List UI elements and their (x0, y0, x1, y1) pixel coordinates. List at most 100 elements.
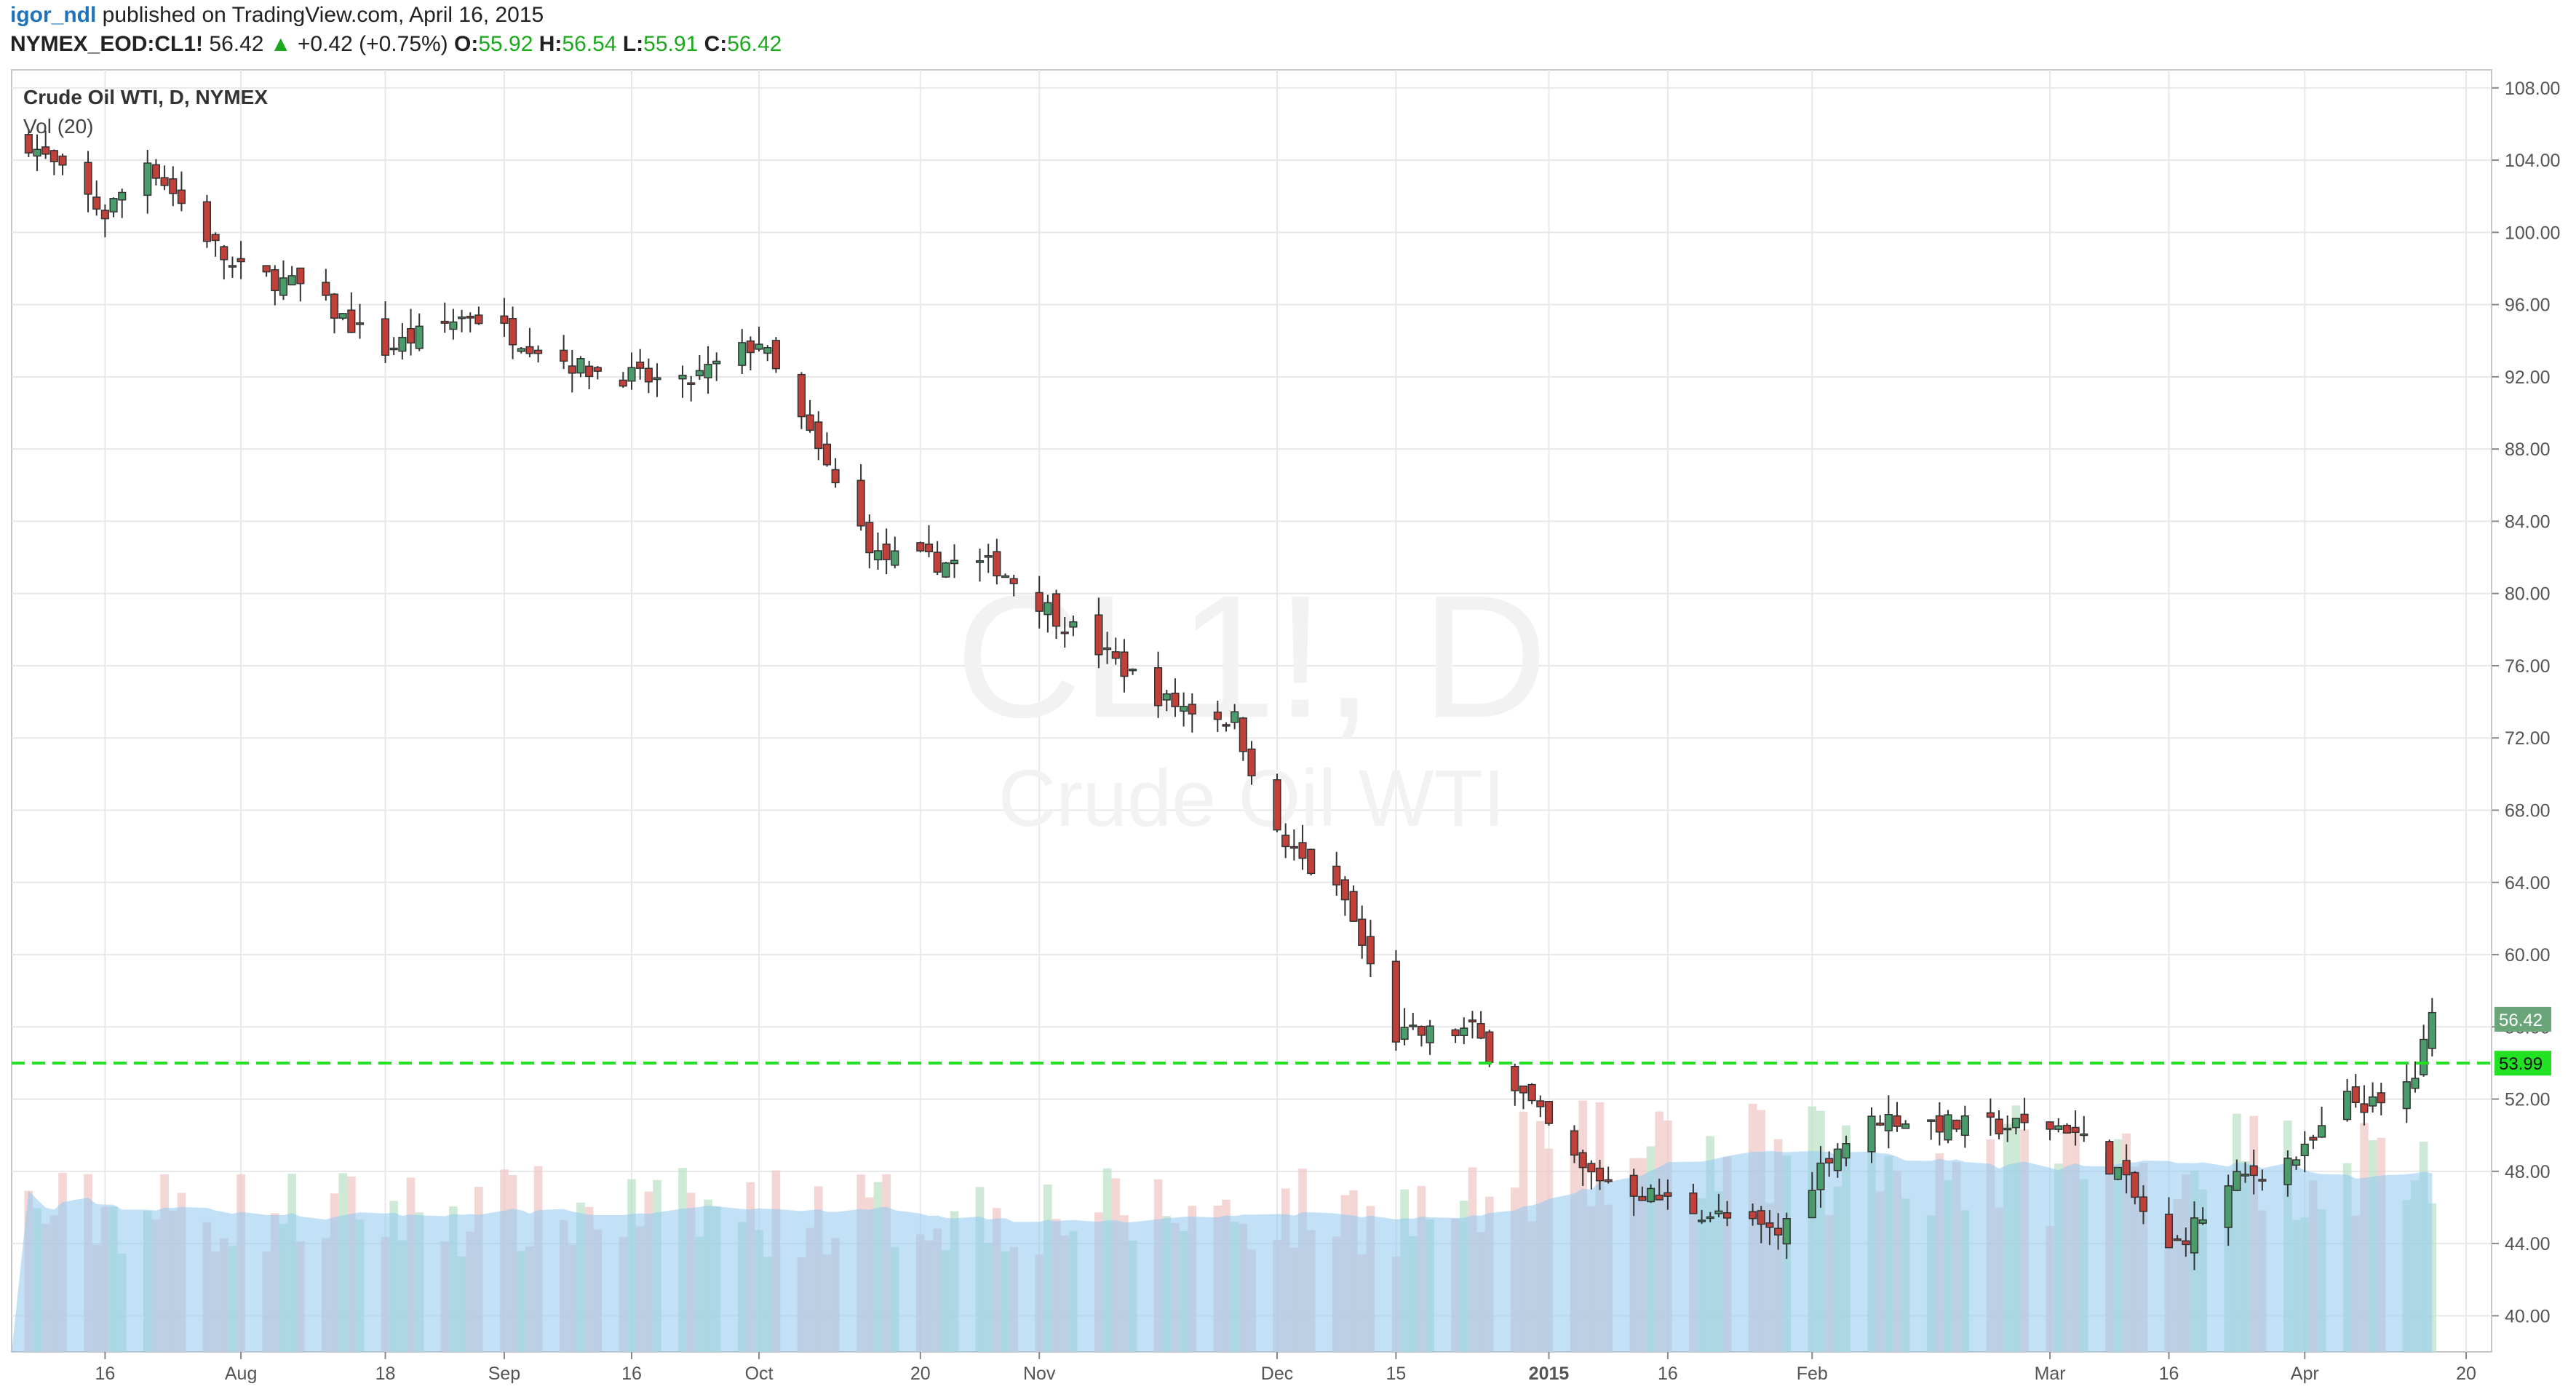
x-tick-label: Mar (2035, 1364, 2066, 1384)
candle-body (1646, 1187, 1655, 1203)
y-tick-label: 72.00 (2505, 728, 2551, 749)
watermark-symbol: CL1!, D (955, 559, 1548, 754)
candle-body (814, 421, 823, 450)
candle-body (415, 325, 424, 349)
candle-body (916, 542, 925, 552)
candle-body (202, 201, 212, 242)
candle-body (865, 522, 874, 554)
candle-body (2241, 1174, 2250, 1177)
candle-body (738, 342, 747, 366)
candle-body (2071, 1126, 2080, 1134)
candle-body (619, 379, 627, 387)
candle-body (109, 198, 118, 212)
candle-body (1604, 1179, 1613, 1182)
candle-body (2113, 1166, 2123, 1180)
candle-body (1655, 1194, 1663, 1201)
candle-body (1239, 717, 1247, 752)
candle-body (271, 268, 279, 292)
candle-body (1162, 693, 1171, 701)
candle-body (347, 309, 356, 333)
symbol-ohlc-bar: NYMEX_EOD:CL1! 56.42 ▲ +0.42 (+0.75%) O:… (10, 32, 782, 64)
candle-body (177, 189, 186, 204)
candle-body (2131, 1171, 2139, 1198)
candle-body (1698, 1219, 1706, 1222)
y-tick-label: 40.00 (2505, 1306, 2551, 1326)
candle-body (2224, 1185, 2233, 1228)
candle-body (1154, 667, 1163, 707)
candle-body (942, 562, 950, 578)
candle-body (636, 362, 645, 369)
candle-body (1035, 592, 1043, 612)
candle-body (1103, 647, 1112, 650)
candle-body (653, 377, 661, 381)
candle-body (228, 265, 237, 268)
candle-body (1935, 1115, 1944, 1133)
indicator-name[interactable]: Vol (20) (23, 115, 94, 138)
watermark: CL1!, D Crude Oil WTI (955, 559, 1548, 843)
candle-body (1340, 879, 1349, 901)
y-tick-label: 100.00 (2505, 223, 2560, 243)
x-tick-label: Dec (1261, 1364, 1293, 1384)
candle-body (500, 315, 509, 325)
candle-body (211, 234, 220, 242)
candle-body (100, 210, 109, 220)
price-axis[interactable]: 108.00 104.00 100.00 96.00 92.00 88.00 84.00 80… (2492, 79, 2560, 1327)
x-tick-label: Aug (225, 1364, 257, 1384)
candle-body (2105, 1141, 2114, 1175)
candle-body (2411, 1078, 2420, 1089)
candle-body (576, 358, 585, 374)
time-axis[interactable]: 16 Aug 18 Sep 16 Oct 20 Nov Dec 15 2015 16 Feb Mar 16 A… (95, 1352, 2476, 1384)
candle-body (2377, 1092, 2385, 1104)
candle-body (2198, 1219, 2207, 1224)
candle-body (1536, 1100, 1545, 1107)
candle-body (585, 365, 594, 378)
y-tick-label: 48.00 (2505, 1162, 2551, 1182)
candle-body (2046, 1121, 2054, 1130)
x-tick-label: 20 (910, 1364, 931, 1384)
chart-legend: Crude Oil WTI, D, NYMEX Vol (20) (23, 83, 268, 141)
candle-body (873, 550, 883, 561)
candle-body (1757, 1210, 1765, 1225)
candle-body (1129, 668, 1137, 672)
candle-body (1944, 1114, 1952, 1141)
candle-body (322, 282, 330, 296)
last-price-tag-text: 56.42 (2499, 1011, 2543, 1030)
y-tick-label: 44.00 (2505, 1234, 2551, 1254)
candle-body (1689, 1192, 1698, 1214)
y-tick-label: 76.00 (2505, 656, 2551, 677)
candle-body (1901, 1123, 1910, 1129)
open-value: 55.92 (478, 32, 533, 56)
candle-body (33, 148, 41, 157)
candle-body (1774, 1227, 1783, 1236)
candle-body (882, 544, 891, 560)
x-tick-label: Apr (2291, 1364, 2319, 1384)
candle-body (534, 349, 543, 354)
candle-body (1595, 1167, 1605, 1182)
candle-body (1043, 602, 1052, 616)
candle-body (975, 560, 985, 563)
candle-body (2360, 1103, 2369, 1113)
candle-body (1409, 1024, 1418, 1027)
candle-body (1527, 1083, 1536, 1102)
candle-body (2080, 1133, 2088, 1137)
x-tick-label: Nov (1023, 1364, 1056, 1384)
candle-body (1111, 651, 1120, 659)
author-link[interactable]: igor_ndl (10, 3, 97, 27)
candle-body (1714, 1210, 1723, 1214)
series-name[interactable]: Crude Oil WTI, D, NYMEX (23, 86, 269, 108)
x-tick-label: 16 (95, 1364, 115, 1384)
candle-body (678, 375, 687, 380)
candle-body (1927, 1119, 1936, 1122)
candle-body (169, 178, 178, 194)
candle-body (1273, 779, 1281, 831)
candle-body (1842, 1143, 1850, 1159)
candle-body (2164, 1214, 2174, 1249)
candle-body (509, 318, 517, 346)
candle-body (1960, 1115, 1969, 1137)
y-tick-label: 88.00 (2505, 439, 2551, 460)
candle-body (1171, 693, 1180, 707)
x-tick-label: 18 (375, 1364, 396, 1384)
open-label: O: (454, 32, 479, 56)
